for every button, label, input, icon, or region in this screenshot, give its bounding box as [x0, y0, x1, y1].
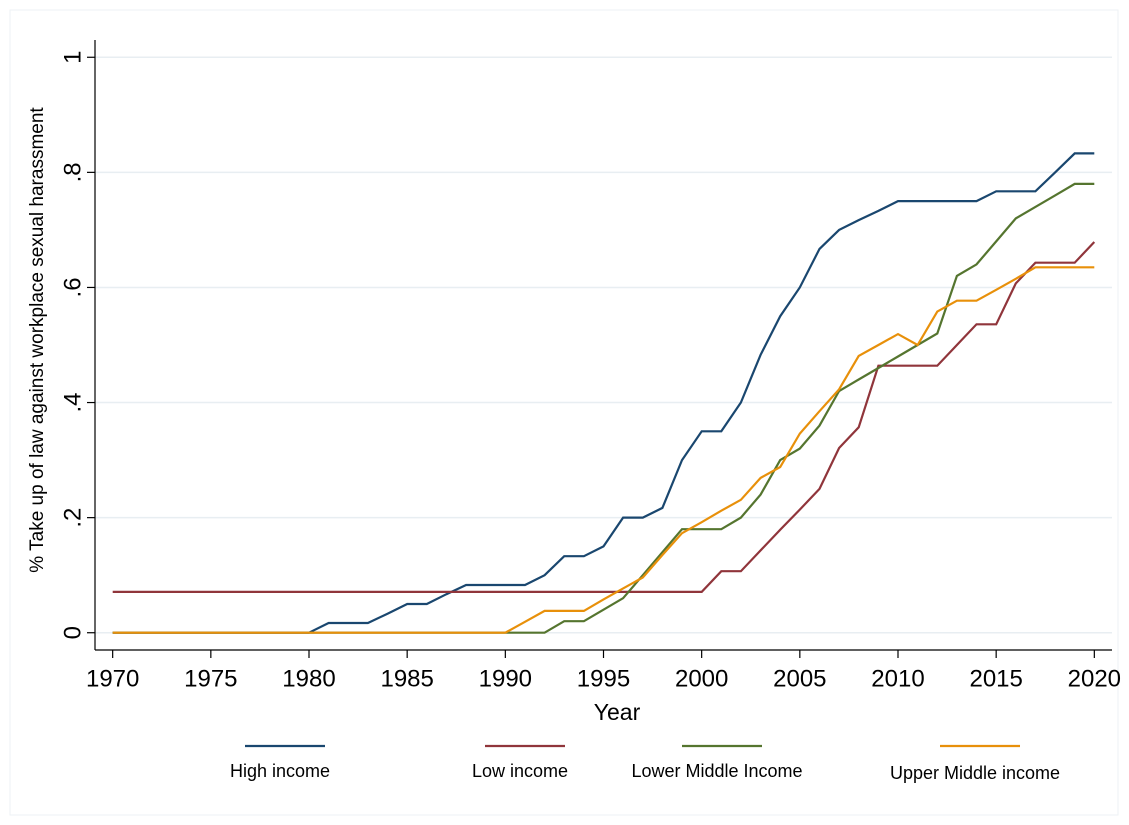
x-tick-label: 2000 — [675, 665, 728, 692]
y-tick-label: .4 — [59, 393, 86, 413]
series-line — [112, 266, 1095, 634]
x-tick-label: 1995 — [577, 665, 630, 692]
x-tick-label: 2020 — [1068, 665, 1121, 692]
x-tick-label: 2015 — [969, 665, 1022, 692]
x-tick-label: 1970 — [86, 665, 139, 692]
y-tick-label: .8 — [59, 162, 86, 182]
y-tick-label: 0 — [59, 626, 86, 639]
frame — [9, 9, 1119, 816]
x-tick-label: 2005 — [773, 665, 826, 692]
y-tick-label: .6 — [59, 277, 86, 297]
series-line — [112, 152, 1095, 634]
x-tick-label: 1985 — [380, 665, 433, 692]
series-line — [112, 182, 1095, 634]
x-tick-label: 1975 — [184, 665, 237, 692]
legend-label: Low income — [472, 761, 568, 781]
x-tick-label: 1990 — [479, 665, 532, 692]
x-tick-label: 1980 — [282, 665, 335, 692]
series-line — [112, 241, 1096, 593]
legend-label: Lower Middle Income — [631, 761, 802, 781]
legend-label: High income — [230, 761, 330, 781]
x-axis-title: Year — [594, 699, 641, 725]
x-tick-label: 2010 — [871, 665, 924, 692]
y-tick-label: 1 — [59, 51, 86, 64]
legend-label: Upper Middle income — [890, 763, 1060, 783]
y-axis-title: % Take up of law against workplace sexua… — [27, 107, 48, 573]
y-tick-label: .2 — [59, 508, 86, 528]
